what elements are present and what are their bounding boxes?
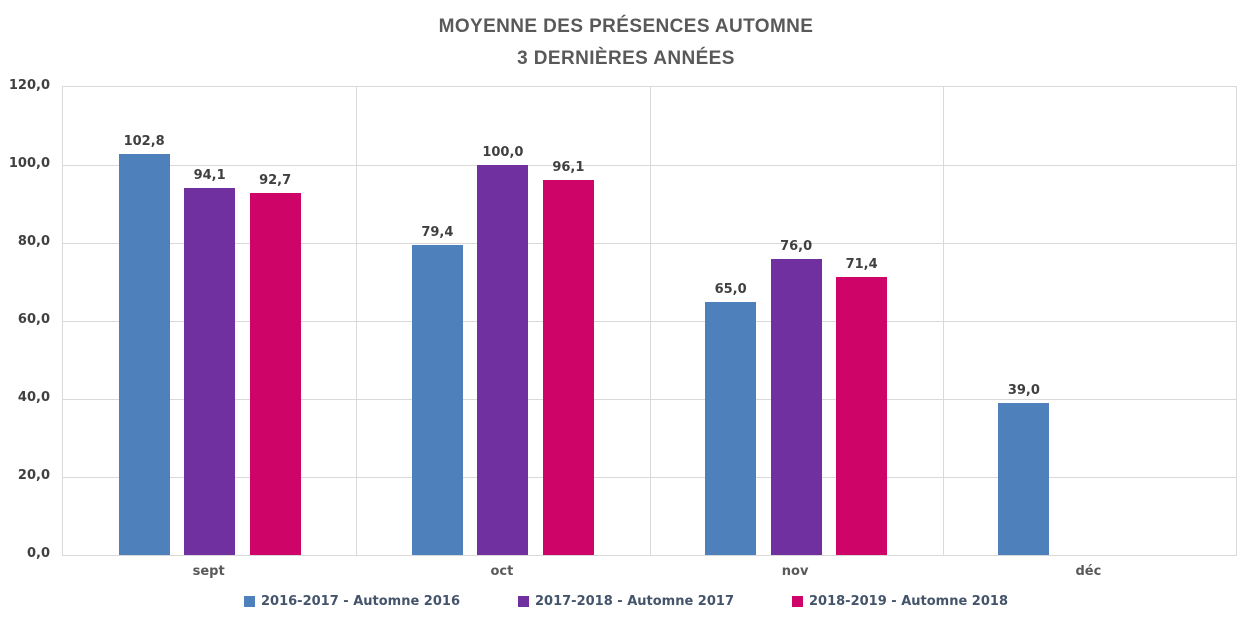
y-tick-label: 40,0 — [17, 390, 50, 405]
y-tick-label: 20,0 — [17, 468, 50, 483]
legend: 2016-2017 - Automne 2016 2017-2018 - Auto… — [0, 594, 1252, 609]
x-axis: sept oct nov déc — [62, 564, 1235, 584]
bar-data-label: 65,0 — [714, 281, 747, 297]
bar-data-label: 92,7 — [259, 173, 292, 189]
bar-oct-series3 — [542, 180, 594, 555]
legend-label: 2018-2019 - Automne 2018 — [809, 594, 1008, 609]
bar-data-label: 96,1 — [552, 160, 585, 176]
y-tick-label: 60,0 — [17, 312, 50, 327]
x-tick-label: nov — [781, 564, 809, 579]
bar-nov-series1 — [705, 301, 757, 555]
y-tick-label: 0,0 — [26, 546, 50, 561]
bar-data-label: 71,4 — [845, 256, 878, 272]
plot-area: 102,8 79,4 65,0 39,0 94,1 100,0 76,0 92,7 96,1 71… — [62, 86, 1237, 556]
x-tick-label: oct — [490, 564, 514, 579]
chart-title-line2: 3 DERNIÈRES ANNÉES — [517, 48, 735, 69]
bar-nov-series2 — [770, 258, 822, 555]
legend-item: 2018-2019 - Automne 2018 — [792, 594, 1008, 609]
legend-label: 2016-2017 - Automne 2016 — [261, 594, 460, 609]
bar-sept-series3 — [249, 193, 301, 555]
legend-swatch-icon — [792, 596, 803, 607]
bar-sept-series1 — [118, 154, 170, 555]
gridline-vertical — [942, 87, 944, 555]
bar-oct-series2 — [477, 165, 529, 555]
bar-nov-series3 — [836, 276, 888, 555]
chart-title: MOYENNE DES PRÉSENCES AUTOMNE 3 DERNIÈRE… — [0, 11, 1252, 75]
y-axis: 120,0 100,0 80,0 60,0 40,0 20,0 0,0 — [0, 78, 50, 561]
bar-data-label: 39,0 — [1007, 382, 1040, 398]
legend-swatch-icon — [244, 596, 255, 607]
bar-data-label: 76,0 — [780, 238, 813, 254]
legend-swatch-icon — [518, 596, 529, 607]
bar-sept-series2 — [184, 188, 236, 555]
x-tick-label: sept — [192, 564, 225, 579]
legend-label: 2017-2018 - Automne 2017 — [535, 594, 734, 609]
y-tick-label: 100,0 — [8, 156, 50, 171]
bar-data-label: 79,4 — [421, 225, 454, 241]
gridline-vertical — [649, 87, 651, 555]
bar-oct-series1 — [411, 245, 463, 555]
y-tick-label: 120,0 — [8, 78, 50, 93]
chart-title-line1: MOYENNE DES PRÉSENCES AUTOMNE — [438, 16, 814, 37]
legend-item: 2017-2018 - Automne 2017 — [518, 594, 734, 609]
bar-data-label: 94,1 — [193, 168, 226, 184]
legend-item: 2016-2017 - Automne 2016 — [244, 594, 460, 609]
gridline-vertical — [356, 87, 358, 555]
bar-déc-series1 — [998, 402, 1050, 555]
x-tick-label: déc — [1075, 564, 1102, 579]
bar-data-label: 102,8 — [123, 134, 165, 150]
y-tick-label: 80,0 — [17, 234, 50, 249]
bar-data-label: 100,0 — [482, 145, 524, 160]
